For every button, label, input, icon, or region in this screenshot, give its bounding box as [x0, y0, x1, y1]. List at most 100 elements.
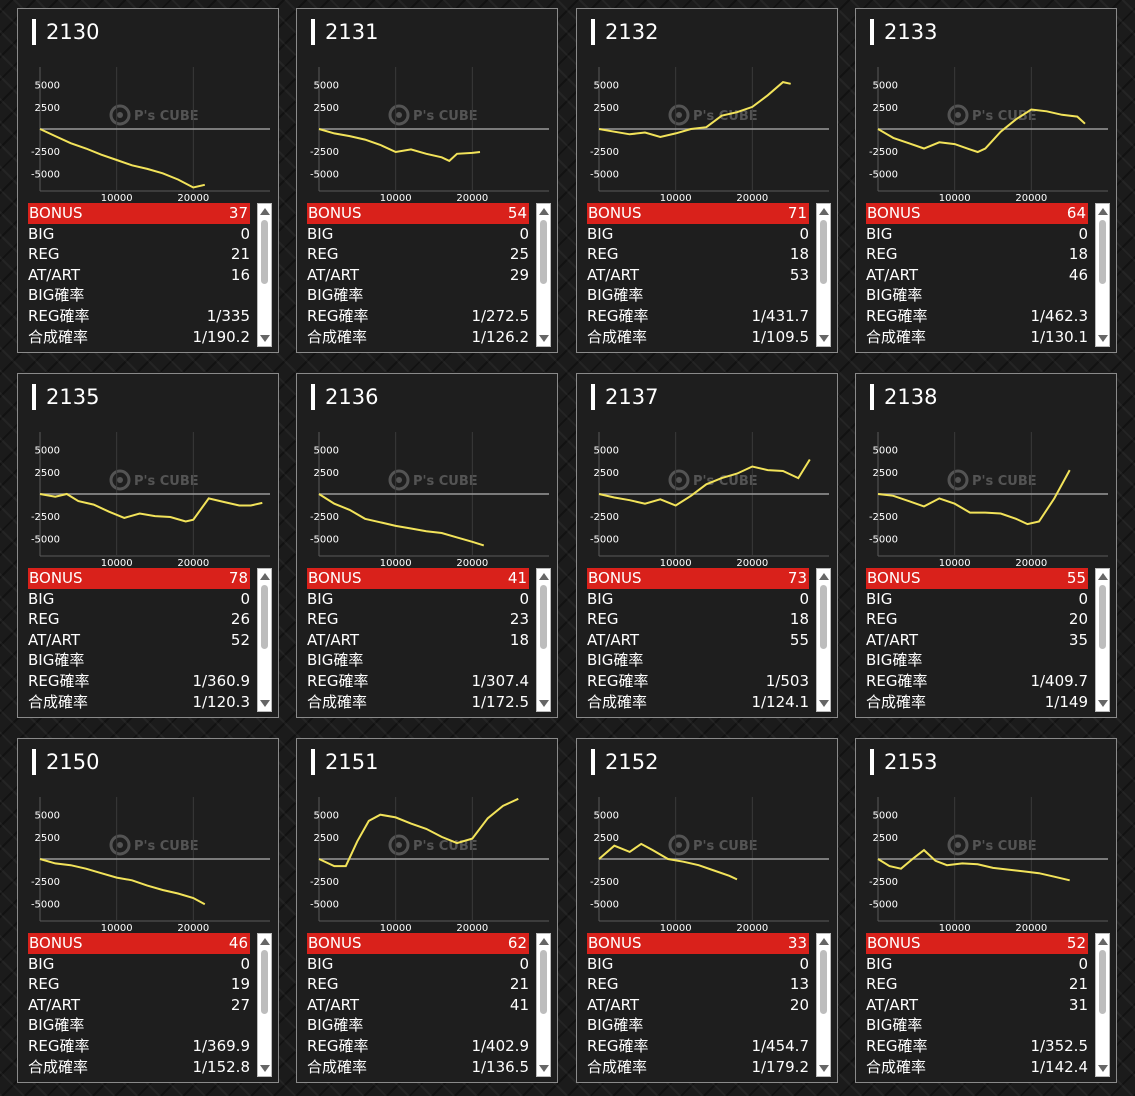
combined-rate-value: 1/172.5 [471, 692, 529, 711]
stats-table: BONUS 41 BIG 0 REG 23 AT/ART 18 BIG確率 REG確率 1… [307, 568, 551, 714]
machine-card-2137[interactable]: 2137 P's CUBE 5000 2500 -2500 -5000 10000 200… [576, 373, 838, 718]
scroll-thumb[interactable] [261, 585, 268, 649]
big-row: BIG 0 [307, 224, 529, 245]
machine-card-2130[interactable]: 2130 P's CUBE 5000 2500 -2500 -5000 10000 200… [17, 8, 279, 353]
atart-row: AT/ART 16 [28, 265, 250, 286]
slump-chart: P's CUBE 5000 2500 -2500 -5000 10000 20000 [310, 67, 549, 204]
scroll-up-icon[interactable] [260, 938, 270, 945]
scroll-down-icon[interactable] [819, 700, 829, 707]
scroll-up-icon[interactable] [260, 573, 270, 580]
scroll-up-icon[interactable] [539, 938, 549, 945]
reg-label: REG [28, 245, 60, 264]
machine-card-2138[interactable]: 2138 P's CUBE 5000 2500 -2500 -5000 10000 200… [855, 373, 1117, 718]
stats-scrollbar[interactable] [257, 568, 272, 712]
scroll-up-icon[interactable] [1098, 208, 1108, 215]
machine-card-2150[interactable]: 2150 P's CUBE 5000 2500 -2500 -5000 10000 200… [17, 738, 279, 1083]
scroll-thumb[interactable] [1099, 950, 1106, 1014]
stats-scrollbar[interactable] [816, 568, 831, 712]
scroll-down-icon[interactable] [1098, 700, 1108, 707]
stats-scrollbar[interactable] [1095, 203, 1110, 347]
stats-scrollbar[interactable] [257, 933, 272, 1077]
scroll-down-icon[interactable] [1098, 1065, 1108, 1072]
combined-rate-label: 合成確率 [587, 692, 648, 711]
watermark-text: P's CUBE [693, 474, 758, 489]
big-rate-label: BIG確率 [28, 286, 85, 305]
reg-label: REG [866, 610, 898, 629]
reg-rate-value: 1/360.9 [192, 671, 250, 690]
bonus-row: BONUS 62 [307, 933, 529, 954]
reg-rate-value: 1/369.9 [192, 1036, 250, 1055]
scroll-down-icon[interactable] [539, 335, 549, 342]
reg-row: REG 25 [307, 244, 529, 265]
big-rate-label: BIG確率 [307, 651, 364, 670]
x-tick-label: 20000 [456, 558, 488, 569]
scroll-up-icon[interactable] [539, 208, 549, 215]
combined-rate-value: 1/126.2 [471, 327, 529, 346]
machine-card-2151[interactable]: 2151 P's CUBE 5000 2500 -2500 -5000 10000 200… [296, 738, 558, 1083]
scroll-thumb[interactable] [540, 220, 547, 284]
stats-scrollbar[interactable] [816, 203, 831, 347]
stats-scrollbar[interactable] [536, 568, 551, 712]
scroll-down-icon[interactable] [819, 1065, 829, 1072]
stats-table: BONUS 33 BIG 0 REG 13 AT/ART 20 BIG確率 REG確率 1… [587, 933, 831, 1079]
reg-rate-row: REG確率 1/454.7 [587, 1036, 809, 1057]
scroll-up-icon[interactable] [819, 573, 829, 580]
reg-rate-row: REG確率 1/462.3 [866, 306, 1088, 327]
scroll-thumb[interactable] [540, 950, 547, 1014]
watermark-text: P's CUBE [693, 109, 758, 124]
y-tick-label: -5000 [869, 169, 898, 180]
bonus-row: BONUS 64 [866, 203, 1088, 224]
x-tick-label: 10000 [660, 923, 692, 934]
reg-rate-label: REG確率 [307, 306, 369, 325]
machine-card-2131[interactable]: 2131 P's CUBE 5000 2500 -2500 -5000 10000 200… [296, 8, 558, 353]
stats-table: BONUS 46 BIG 0 REG 19 AT/ART 27 BIG確率 REG確率 1… [28, 933, 272, 1079]
scroll-up-icon[interactable] [819, 938, 829, 945]
reg-rate-label: REG確率 [866, 306, 928, 325]
scroll-thumb[interactable] [261, 220, 268, 284]
scroll-down-icon[interactable] [260, 335, 270, 342]
scroll-thumb[interactable] [820, 220, 827, 284]
scroll-down-icon[interactable] [819, 335, 829, 342]
scroll-thumb[interactable] [1099, 585, 1106, 649]
scroll-down-icon[interactable] [1098, 335, 1108, 342]
scroll-thumb[interactable] [820, 950, 827, 1014]
combined-rate-label: 合成確率 [307, 692, 368, 711]
machine-number: 2132 [591, 19, 658, 45]
stats-table: BONUS 78 BIG 0 REG 26 AT/ART 52 BIG確率 REG確率 1… [28, 568, 272, 714]
bonus-row: BONUS 54 [307, 203, 529, 224]
stats-scrollbar[interactable] [1095, 568, 1110, 712]
stats-scrollbar[interactable] [536, 203, 551, 347]
stats-table: BONUS 37 BIG 0 REG 21 AT/ART 16 BIG確率 REG確率 1… [28, 203, 272, 349]
atart-label: AT/ART [866, 630, 919, 649]
machine-card-2135[interactable]: 2135 P's CUBE 5000 2500 -2500 -5000 10000 200… [17, 373, 279, 718]
scroll-thumb[interactable] [261, 950, 268, 1014]
machine-card-2133[interactable]: 2133 P's CUBE 5000 2500 -2500 -5000 10000 200… [855, 8, 1117, 353]
scroll-up-icon[interactable] [1098, 573, 1108, 580]
machine-card-2132[interactable]: 2132 P's CUBE 5000 2500 -2500 -5000 10000 200… [576, 8, 838, 353]
scroll-up-icon[interactable] [1098, 938, 1108, 945]
slump-chart: P's CUBE 5000 2500 -2500 -5000 10000 20000 [869, 67, 1108, 204]
scroll-up-icon[interactable] [539, 573, 549, 580]
machine-card-2153[interactable]: 2153 P's CUBE 5000 2500 -2500 -5000 10000 200… [855, 738, 1117, 1083]
bonus-value: 41 [507, 569, 527, 587]
stats-scrollbar[interactable] [536, 933, 551, 1077]
reg-value: 21 [230, 245, 250, 264]
scroll-down-icon[interactable] [539, 1065, 549, 1072]
reg-value: 18 [789, 610, 809, 629]
scroll-up-icon[interactable] [819, 208, 829, 215]
scroll-thumb[interactable] [1099, 220, 1106, 284]
scroll-thumb[interactable] [540, 585, 547, 649]
machine-card-2136[interactable]: 2136 P's CUBE 5000 2500 -2500 -5000 10000 200… [296, 373, 558, 718]
reg-row: REG 21 [307, 974, 529, 995]
machine-card-2152[interactable]: 2152 P's CUBE 5000 2500 -2500 -5000 10000 200… [576, 738, 838, 1083]
stats-scrollbar[interactable] [257, 203, 272, 347]
y-tick-label: 2500 [594, 833, 619, 844]
atart-label: AT/ART [28, 630, 81, 649]
scroll-down-icon[interactable] [539, 700, 549, 707]
stats-scrollbar[interactable] [816, 933, 831, 1077]
stats-scrollbar[interactable] [1095, 933, 1110, 1077]
scroll-down-icon[interactable] [260, 1065, 270, 1072]
scroll-up-icon[interactable] [260, 208, 270, 215]
scroll-down-icon[interactable] [260, 700, 270, 707]
scroll-thumb[interactable] [820, 585, 827, 649]
